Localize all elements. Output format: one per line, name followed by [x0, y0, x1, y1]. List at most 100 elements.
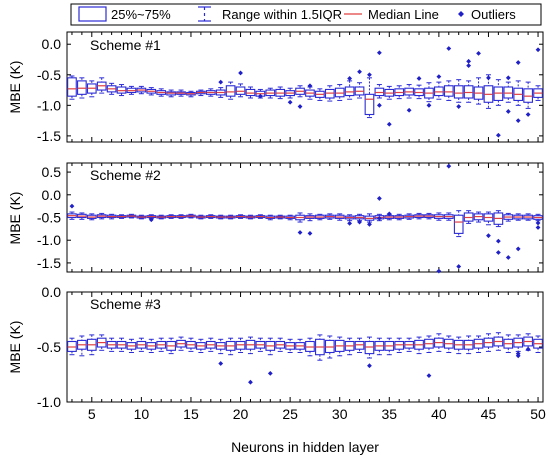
outlier-point [466, 63, 472, 69]
outlier-point [515, 246, 521, 252]
iqr-box [493, 86, 504, 101]
x-tick-label: 10 [134, 406, 150, 422]
box-item [67, 75, 77, 100]
box-item [364, 213, 375, 227]
y-tick-label: -1.0 [37, 394, 61, 410]
box-item [245, 214, 256, 220]
legend-whisker-label: Range within 1.5IQR [222, 7, 342, 22]
box-item [77, 212, 87, 220]
box-item [424, 82, 434, 108]
y-tick-label: 0.5 [42, 164, 62, 180]
outlier-point [505, 75, 511, 81]
box-item [483, 333, 494, 352]
box-item [205, 214, 216, 219]
box-item [533, 335, 543, 353]
box-item [374, 337, 385, 356]
box-item [186, 337, 196, 352]
outlier-point [307, 83, 313, 89]
x-tick-label: 30 [332, 406, 348, 422]
box-item [136, 85, 147, 95]
box-item [443, 46, 454, 101]
outlier-point [426, 102, 432, 108]
box-item [126, 85, 137, 95]
outlier-point [357, 219, 362, 225]
box-item [354, 213, 365, 225]
box-item [443, 335, 454, 353]
box-item [96, 334, 107, 351]
y-ticks: 0.0 -0.5 -1.0 -1.5 [37, 36, 543, 144]
y-tick-label: 0.0 [42, 36, 62, 52]
box-item [196, 338, 206, 353]
outlier-point [446, 46, 452, 51]
box-item [166, 89, 176, 98]
box-item [225, 214, 236, 220]
box-item [334, 84, 345, 101]
box-item [146, 214, 157, 223]
box-item [86, 334, 97, 356]
y-tick-label: -1.5 [37, 128, 61, 144]
box-item [186, 90, 196, 98]
iqr-box [503, 86, 514, 99]
box-item [275, 337, 286, 352]
box-item [156, 88, 167, 97]
legend-box-swatch [78, 6, 107, 22]
x-tick-label: 15 [183, 406, 199, 422]
outlier-point [535, 225, 541, 230]
box-item [414, 76, 424, 100]
box-item [394, 213, 405, 221]
iqr-box [67, 77, 77, 97]
box-item [156, 337, 167, 352]
outlier-point [257, 93, 263, 99]
box-item [96, 212, 107, 220]
y-tick-label: -0.5 [37, 67, 61, 83]
box-item [513, 213, 524, 252]
panel-scheme-3: Scheme #3 MBE (K) 0.0 -0.5 -1.0 5 10 15 20 25 3… [7, 284, 546, 422]
box-item [245, 336, 256, 385]
outlier-point [307, 230, 313, 236]
x-axis-label: Neurons in hidden layer [231, 439, 379, 455]
box-item [126, 213, 137, 219]
box-item [344, 214, 355, 226]
box-item [275, 214, 286, 220]
iqr-box [116, 86, 127, 94]
box-item [176, 336, 186, 351]
outlier-point [495, 132, 501, 138]
box-item [295, 85, 305, 109]
iqr-box [235, 86, 246, 95]
iqr-box [434, 86, 444, 97]
x-tick-label: 45 [481, 406, 497, 422]
box-item [463, 58, 474, 103]
iqr-box [225, 85, 236, 97]
iqr-box [77, 80, 87, 95]
box-series [67, 332, 543, 385]
box-item [255, 214, 266, 219]
outlier-point [376, 102, 382, 108]
box-item [146, 87, 157, 96]
box-item [205, 88, 216, 97]
iqr-box [443, 85, 454, 97]
box-item [344, 76, 355, 100]
outlier-point [297, 104, 303, 109]
box-item [146, 338, 157, 353]
outlier-point [476, 50, 481, 56]
box-item [324, 85, 335, 102]
box-item [106, 213, 117, 220]
box-item [77, 77, 87, 99]
box-item [354, 69, 365, 99]
box-item [334, 336, 345, 357]
box-item [364, 336, 375, 369]
box-item [86, 80, 97, 98]
iqr-box [324, 88, 335, 99]
y-tick-label: -0.5 [37, 210, 61, 226]
box-series [67, 46, 543, 138]
box-item [483, 211, 494, 239]
box-item [384, 211, 395, 221]
outlier-point [406, 107, 412, 113]
box-item [364, 72, 375, 119]
outlier-point [376, 50, 382, 56]
iqr-box [245, 88, 256, 97]
box-item [324, 213, 335, 220]
outlier-point [267, 371, 273, 376]
iqr-box [344, 86, 355, 97]
